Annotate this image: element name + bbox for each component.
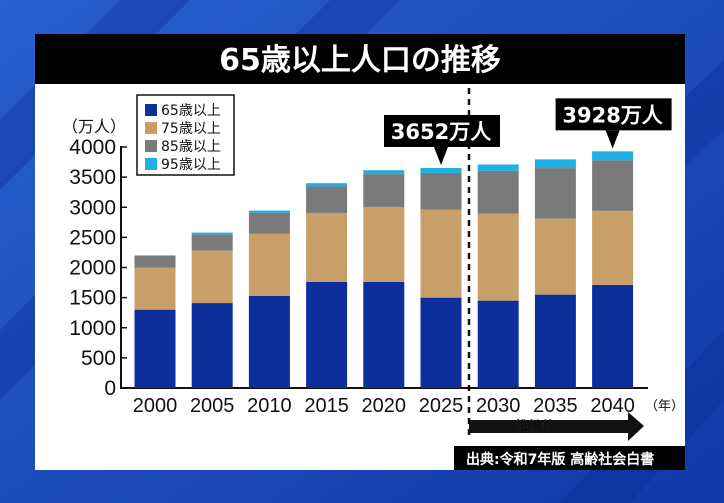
bar-segment-65歳以上-2035 bbox=[534, 294, 576, 388]
bar-segment-85歳以上-2025 bbox=[420, 172, 462, 210]
bar-segment-75歳以上-2005 bbox=[191, 250, 233, 304]
legend: 65歳以上 75歳以上 85歳以上 95歳以上 bbox=[136, 94, 235, 176]
bar-segment-85歳以上-2035 bbox=[534, 168, 576, 219]
y-tick-label: 500 bbox=[81, 347, 116, 370]
title-bar bbox=[35, 34, 685, 84]
bar-segment-95歳以上-2035 bbox=[534, 159, 576, 169]
y-tick-label: 3500 bbox=[69, 166, 116, 189]
bar-segment-65歳以上-2000 bbox=[134, 309, 176, 388]
bar-segment-75歳以上-2010 bbox=[248, 233, 290, 296]
total-callout: 3652万人 bbox=[384, 114, 500, 165]
bar-segment-95歳以上-2005 bbox=[191, 232, 233, 235]
y-tick-label: 1000 bbox=[69, 317, 116, 340]
total-callout-text: 3928万人 bbox=[562, 103, 662, 127]
x-axis-label: （年） bbox=[645, 399, 684, 414]
bar-segment-75歳以上-2040 bbox=[592, 210, 634, 285]
bar-segment-85歳以上-2040 bbox=[592, 160, 634, 211]
y-tick-label: 3000 bbox=[69, 196, 116, 219]
bar-segment-75歳以上-2000 bbox=[134, 267, 176, 310]
bar-segment-65歳以上-2005 bbox=[191, 303, 233, 388]
bar-segment-95歳以上-2025 bbox=[420, 167, 462, 173]
legend-label: 85歳以上 bbox=[161, 139, 221, 155]
legend-swatch bbox=[145, 158, 157, 170]
bar-segment-85歳以上-2005 bbox=[191, 234, 233, 251]
total-callout-text: 3652万人 bbox=[391, 120, 491, 144]
bar-segment-65歳以上-2020 bbox=[363, 281, 405, 388]
source-text: 出典:令和7年版 高齢社会白書 bbox=[466, 451, 654, 468]
bar-segment-95歳以上-2040 bbox=[592, 151, 634, 161]
bar-segment-65歳以上-2010 bbox=[248, 295, 290, 388]
source-bar bbox=[454, 446, 685, 470]
y-tick-label: 4000 bbox=[69, 136, 116, 159]
bar-segment-85歳以上-2010 bbox=[248, 212, 290, 234]
bar-segment-95歳以上-2015 bbox=[306, 183, 348, 187]
bar-segment-75歳以上-2020 bbox=[363, 206, 405, 282]
x-tick-label: 2035 bbox=[533, 395, 578, 417]
x-tick-label: 2015 bbox=[304, 395, 349, 417]
legend-label: 65歳以上 bbox=[161, 103, 221, 119]
bar-segment-75歳以上-2025 bbox=[420, 209, 462, 298]
legend-label: 75歳以上 bbox=[161, 121, 221, 137]
bar-segment-65歳以上-2030 bbox=[477, 300, 519, 388]
bar-segment-65歳以上-2015 bbox=[306, 281, 348, 388]
bar-segment-95歳以上-2020 bbox=[363, 170, 405, 175]
bar-segment-85歳以上-2030 bbox=[477, 170, 519, 214]
bar-segment-75歳以上-2015 bbox=[306, 212, 348, 282]
y-tick-label: 2000 bbox=[69, 257, 116, 280]
legend-swatch bbox=[145, 140, 157, 152]
bar-segment-75歳以上-2035 bbox=[534, 218, 576, 295]
y-tick-label: 1500 bbox=[69, 287, 116, 310]
projection-label: 推計値 bbox=[515, 419, 554, 435]
bar-segment-65歳以上-2040 bbox=[592, 284, 634, 388]
x-tick-label: 2010 bbox=[247, 395, 292, 417]
bar-segment-85歳以上-2000 bbox=[134, 255, 176, 268]
bar-segment-85歳以上-2015 bbox=[306, 186, 348, 213]
x-tick-label: 2005 bbox=[190, 395, 235, 417]
x-tick-label: 2025 bbox=[419, 395, 464, 417]
x-tick-label: 2020 bbox=[362, 395, 407, 417]
bar-segment-95歳以上-2010 bbox=[248, 210, 290, 213]
y-tick-label: 2500 bbox=[69, 226, 116, 249]
x-tick-label: 2000 bbox=[133, 395, 178, 417]
legend-swatch bbox=[145, 122, 157, 134]
legend-label: 95歳以上 bbox=[161, 157, 221, 173]
bar-segment-75歳以上-2030 bbox=[477, 213, 519, 301]
y-axis-label: （万人） bbox=[62, 117, 126, 136]
projection-arrow: 推計値 bbox=[469, 412, 644, 441]
legend-swatch bbox=[145, 104, 157, 116]
x-tick-label: 2040 bbox=[590, 395, 635, 417]
y-tick-label: 0 bbox=[104, 377, 116, 400]
total-callout: 3928万人 bbox=[555, 98, 672, 149]
x-tick-label: 2030 bbox=[476, 395, 521, 417]
bar-segment-85歳以上-2020 bbox=[363, 174, 405, 207]
chart-title: 65歳以上人口の推移 bbox=[219, 43, 501, 78]
bar-segment-65歳以上-2025 bbox=[420, 297, 462, 388]
bar-segment-95歳以上-2030 bbox=[477, 164, 519, 171]
